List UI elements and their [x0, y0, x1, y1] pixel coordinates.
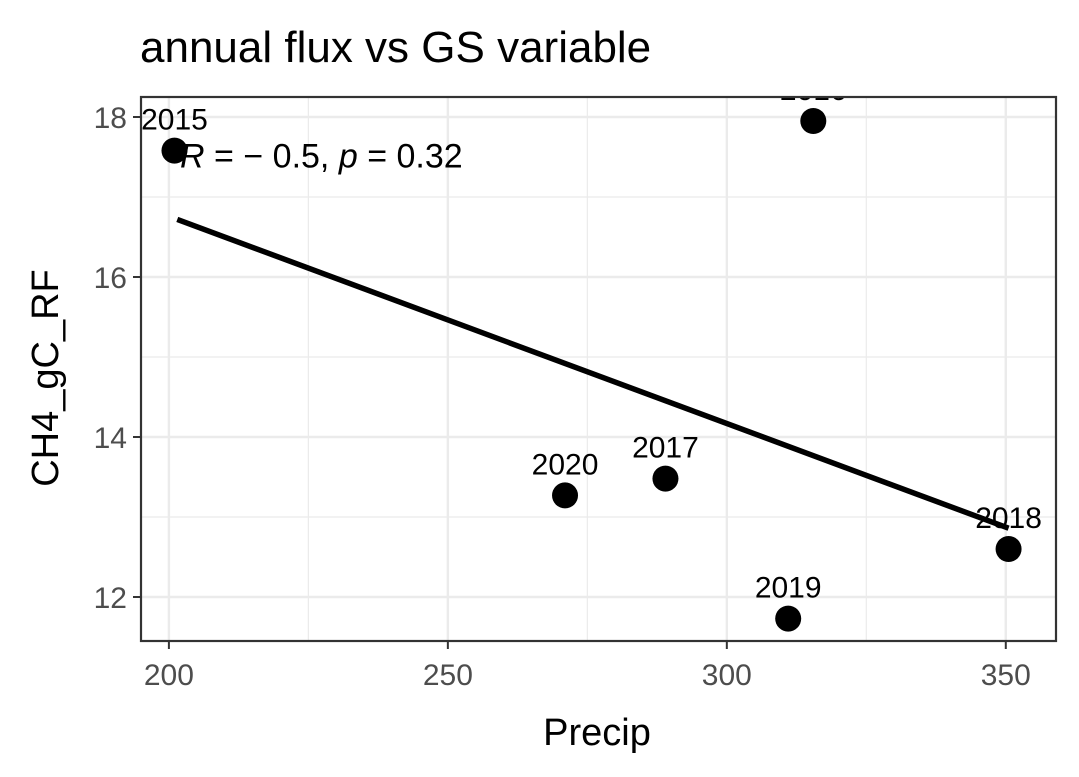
data-point	[552, 482, 579, 509]
data-point	[652, 465, 679, 492]
point-label: 2020	[532, 448, 599, 481]
x-axis-title: Precip	[543, 712, 651, 754]
point-label: 2016	[780, 74, 847, 107]
x-tick-label: 200	[144, 659, 194, 692]
grid	[141, 97, 1056, 641]
y-tick-label: 18	[94, 102, 127, 135]
data-point	[995, 536, 1022, 562]
point-labels-layer: 2015 2016 2017 2018 2019 2020	[141, 74, 1042, 605]
point-label: 2019	[755, 572, 822, 605]
x-tick-label: 300	[702, 659, 752, 692]
y-axis-title: CH4_gC_RF	[25, 269, 67, 487]
axis-ticks: 200 250 300 350 12 14 16 18	[94, 102, 1031, 692]
data-point	[800, 108, 827, 134]
r-symbol: R	[180, 138, 205, 176]
regression-line-layer	[176, 216, 1010, 531]
p-symbol: p	[338, 138, 358, 176]
x-tick-label: 250	[423, 659, 473, 692]
regression-line	[176, 216, 1010, 531]
panel-border	[139, 95, 1058, 643]
r-value: = − 0.5,	[205, 138, 339, 176]
point-label: 2015	[141, 104, 208, 137]
p-value: = 0.32	[358, 138, 463, 176]
data-point	[775, 605, 802, 632]
correlation-annotation: R = − 0.5, p = 0.32	[180, 138, 463, 176]
point-label: 2018	[975, 502, 1042, 535]
points-layer	[161, 108, 1022, 632]
y-tick-label: 14	[94, 422, 127, 455]
y-tick-label: 16	[94, 262, 127, 295]
data-point	[161, 137, 188, 164]
chart-title: annual flux vs GS variable	[140, 23, 651, 72]
point-label: 2017	[632, 432, 699, 465]
y-tick-label: 12	[94, 582, 127, 615]
x-tick-label: 350	[981, 659, 1031, 692]
